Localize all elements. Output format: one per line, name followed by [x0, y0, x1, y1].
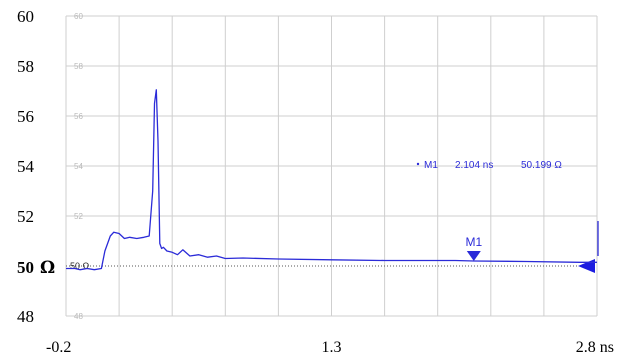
marker-readout-y: 50.199 Ω	[521, 160, 562, 171]
inner-tick-label: 56	[74, 112, 83, 121]
series-line	[66, 89, 597, 271]
grid	[65, 15, 598, 317]
x-tick-label: 1.3	[322, 339, 342, 356]
marker-readout-dot-icon	[416, 162, 420, 166]
inner-tick-label: 54	[74, 162, 83, 171]
x-tick-label: 2.8 ns	[576, 339, 614, 356]
reference-arrow-icon[interactable]	[578, 259, 595, 273]
x-tick-label: -0.2	[46, 339, 71, 356]
y-tick-label: 60	[17, 7, 34, 26]
y-tick-label: 58	[17, 57, 34, 76]
inner-tick-labels: 60 58 56 54 52 48	[74, 12, 83, 321]
y-axis-tick-labels: 60 58 56 54 52 48	[17, 7, 35, 326]
y-tick-label: 52	[17, 207, 34, 226]
inner-tick-label: 52	[74, 212, 83, 221]
reference-level-label: 50	[17, 258, 34, 277]
trace-series	[66, 89, 599, 271]
marker-readout-x: 2.104 ns	[455, 160, 493, 171]
inner-tick-label: 58	[74, 62, 83, 71]
marker-m1-triangle-icon[interactable]	[466, 251, 481, 262]
marker-readout: M1 2.104 ns 50.199 Ω	[416, 160, 562, 171]
inner-tick-label: 48	[74, 312, 83, 321]
marker-m1-label: M1	[465, 235, 482, 249]
y-tick-label: 54	[17, 157, 35, 176]
marker-readout-name: M1	[424, 160, 438, 171]
inner-tick-label: 60	[74, 12, 83, 21]
markers[interactable]: M1 M1 2.104 ns 50.199 Ω	[416, 160, 563, 262]
y-tick-label: 48	[17, 307, 34, 326]
x-axis-tick-labels: -0.2 1.3 2.8 ns	[46, 339, 614, 356]
reference-level-inner-label: 50 Ω	[70, 261, 90, 271]
reference-level-unit: Ω	[40, 258, 55, 278]
y-tick-label: 56	[17, 107, 34, 126]
